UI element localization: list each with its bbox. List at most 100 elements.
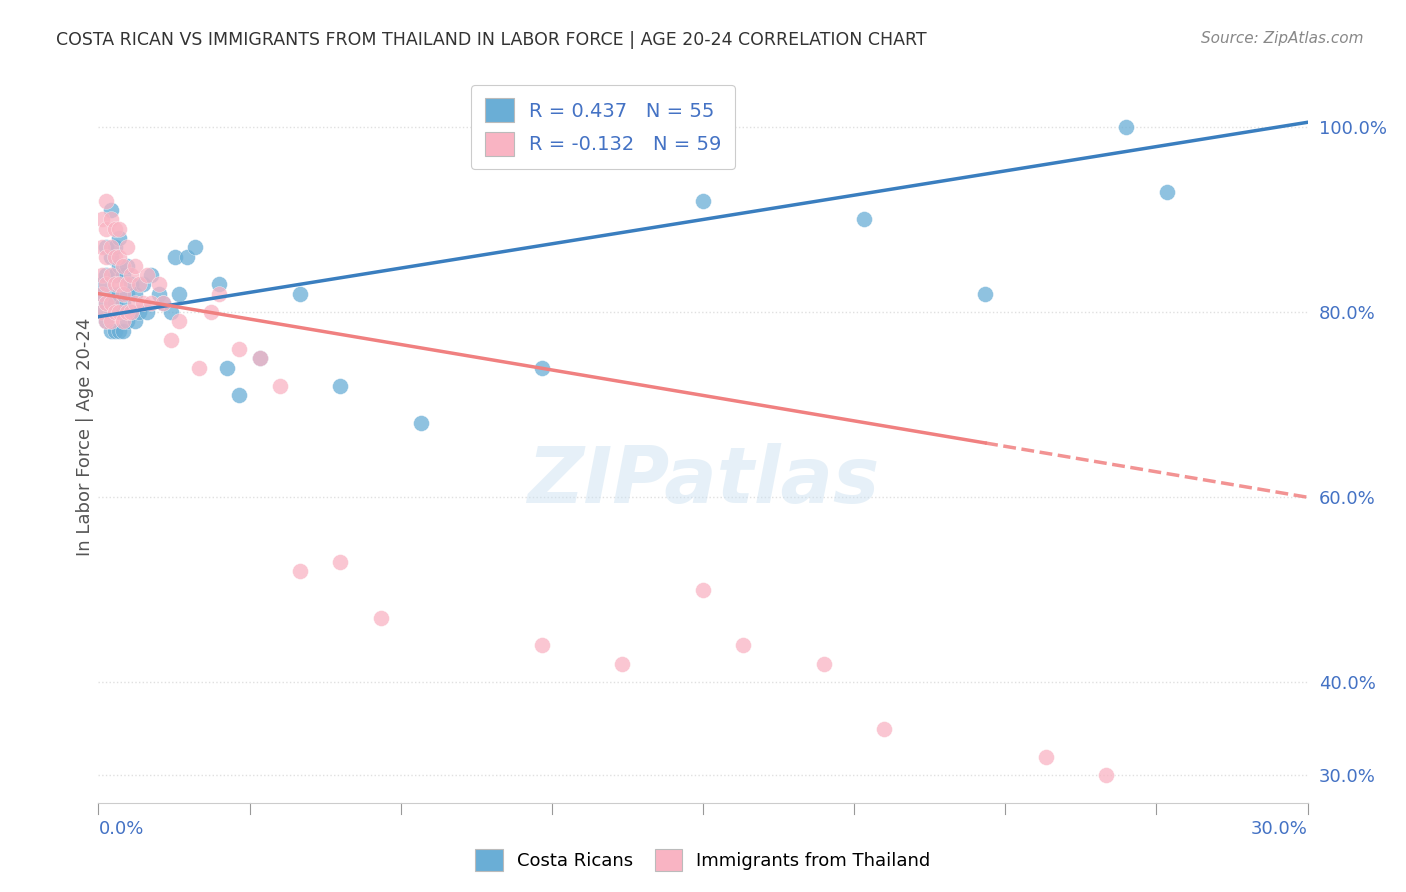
Point	[111, 314, 134, 328]
Point	[111, 286, 134, 301]
Point	[96, 277, 118, 292]
Point	[96, 250, 118, 264]
Point	[139, 268, 162, 282]
Point	[132, 277, 155, 292]
Point	[269, 379, 291, 393]
Point	[103, 295, 125, 310]
Point	[115, 305, 138, 319]
Point	[873, 722, 896, 736]
Point	[135, 305, 157, 319]
Point	[107, 259, 129, 273]
Point	[103, 277, 125, 292]
Point	[103, 305, 125, 319]
Point	[115, 314, 138, 328]
Point	[115, 277, 138, 292]
Point	[228, 342, 250, 356]
Point	[188, 360, 211, 375]
Point	[103, 250, 125, 264]
Point	[288, 286, 311, 301]
Point	[124, 314, 146, 328]
Point	[208, 286, 231, 301]
Point	[120, 305, 142, 319]
Point	[167, 314, 190, 328]
Point	[100, 203, 122, 218]
Point	[148, 286, 170, 301]
Point	[96, 194, 118, 208]
Point	[120, 268, 142, 282]
Point	[148, 277, 170, 292]
Point	[100, 286, 122, 301]
Point	[91, 305, 114, 319]
Point	[176, 250, 198, 264]
Point	[115, 286, 138, 301]
Point	[160, 305, 183, 319]
Point	[124, 295, 146, 310]
Point	[111, 295, 134, 310]
Point	[1115, 120, 1137, 134]
Point	[167, 286, 190, 301]
Point	[100, 250, 122, 264]
Point	[96, 221, 118, 235]
Point	[96, 295, 118, 310]
Point	[163, 250, 186, 264]
Point	[107, 250, 129, 264]
Point	[96, 268, 118, 282]
Point	[124, 259, 146, 273]
Point	[853, 212, 876, 227]
Point	[135, 268, 157, 282]
Point	[107, 277, 129, 292]
Point	[409, 416, 432, 430]
Text: Source: ZipAtlas.com: Source: ZipAtlas.com	[1201, 31, 1364, 46]
Point	[115, 259, 138, 273]
Point	[139, 295, 162, 310]
Point	[91, 240, 114, 254]
Point	[120, 277, 142, 292]
Text: 0.0%: 0.0%	[98, 820, 143, 838]
Legend: Costa Ricans, Immigrants from Thailand: Costa Ricans, Immigrants from Thailand	[468, 842, 938, 879]
Point	[120, 305, 142, 319]
Point	[1095, 768, 1118, 782]
Point	[152, 295, 174, 310]
Point	[91, 212, 114, 227]
Point	[111, 268, 134, 282]
Point	[813, 657, 835, 671]
Point	[329, 379, 352, 393]
Point	[103, 324, 125, 338]
Point	[1035, 749, 1057, 764]
Point	[115, 240, 138, 254]
Point	[100, 314, 122, 328]
Point	[733, 639, 755, 653]
Point	[91, 268, 114, 282]
Point	[91, 286, 114, 301]
Point	[152, 295, 174, 310]
Point	[96, 240, 118, 254]
Point	[91, 305, 114, 319]
Point	[974, 286, 997, 301]
Point	[530, 639, 553, 653]
Point	[103, 268, 125, 282]
Point	[692, 582, 714, 597]
Point	[91, 286, 114, 301]
Point	[1156, 185, 1178, 199]
Point	[228, 388, 250, 402]
Point	[530, 360, 553, 375]
Point	[107, 221, 129, 235]
Point	[124, 286, 146, 301]
Point	[96, 295, 118, 310]
Point	[370, 610, 392, 624]
Point	[107, 324, 129, 338]
Point	[100, 240, 122, 254]
Point	[96, 314, 118, 328]
Point	[100, 305, 122, 319]
Point	[91, 277, 114, 292]
Point	[200, 305, 222, 319]
Point	[107, 231, 129, 245]
Point	[128, 277, 150, 292]
Point	[107, 305, 129, 319]
Point	[128, 305, 150, 319]
Point	[100, 212, 122, 227]
Point	[100, 268, 122, 282]
Point	[217, 360, 239, 375]
Point	[249, 351, 271, 366]
Point	[107, 305, 129, 319]
